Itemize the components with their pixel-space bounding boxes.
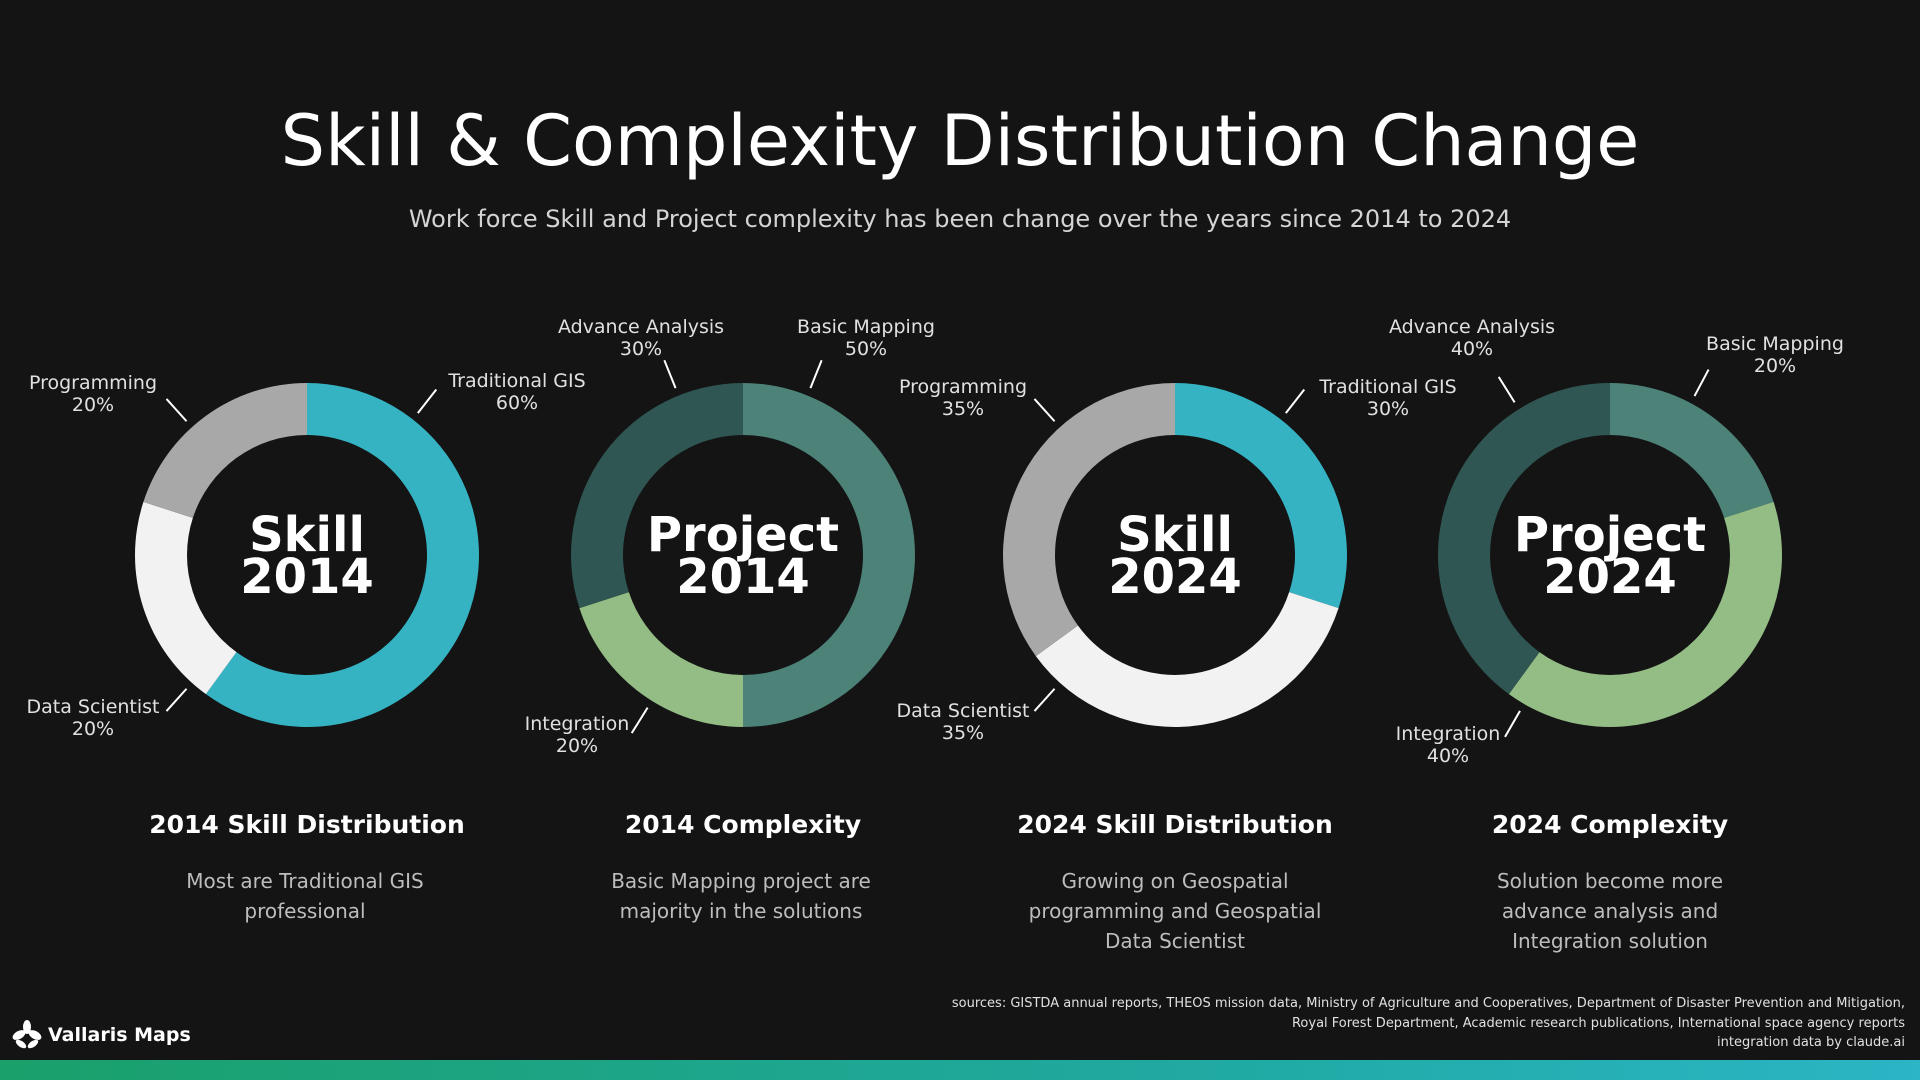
donut-center-label: Skill: [249, 507, 365, 563]
slice-value-label: 35%: [942, 398, 984, 420]
panel-description-skill-2014: Most are Traditional GIS professional: [186, 869, 424, 923]
slice-value-label: 60%: [496, 392, 538, 414]
slice-value-label: 40%: [1427, 745, 1469, 767]
leader-line: [1285, 388, 1306, 414]
slice-value-label: 20%: [1754, 355, 1796, 377]
donut-slice-traditional-gis: [205, 383, 479, 727]
slice-category-label: Basic Mapping: [1706, 333, 1844, 355]
panel-description-skill-2024: Growing on Geospatial programming and Ge…: [1028, 869, 1322, 953]
slice-value-label: 20%: [72, 394, 114, 416]
panel-title-skill-2014: 2014 Skill Distribution: [149, 810, 465, 839]
leader-line: [630, 707, 649, 734]
leader-line: [1504, 710, 1521, 738]
slice-value-label: 20%: [72, 718, 114, 740]
donut-center-year: 2024: [1108, 549, 1242, 605]
donut-slice-data-scientist: [135, 501, 237, 695]
leader-line: [1033, 688, 1056, 712]
donut-center-label: Project: [1514, 507, 1706, 563]
slice-category-label: Integration: [525, 713, 630, 735]
slice-value-label: 20%: [556, 735, 598, 757]
leaf-logo-icon: [12, 1020, 42, 1049]
leader-line: [1693, 369, 1710, 397]
slice-category-label: Advance Analysis: [1389, 316, 1555, 338]
slice-value-label: 35%: [942, 722, 984, 744]
leader-line: [809, 359, 823, 389]
sources-line: Royal Forest Department, Academic resear…: [1291, 1015, 1905, 1031]
slice-category-label: Data Scientist: [27, 696, 160, 718]
donut-center-year: 2014: [240, 549, 374, 605]
panel-description-project-2024: Solution become more advance analysis an…: [1496, 869, 1723, 953]
donut-slice-advance-analysis: [571, 383, 743, 609]
leader-line: [165, 398, 188, 422]
slice-category-label: Programming: [899, 376, 1027, 398]
slice-category-label: Traditional GIS: [1318, 376, 1456, 398]
logo-text: Vallaris Maps: [48, 1024, 191, 1046]
slice-category-label: Integration: [1396, 723, 1501, 745]
donut-slice-data-scientist: [1035, 592, 1339, 727]
panel-title-project-2014: 2014 Complexity: [624, 810, 862, 839]
leader-line: [1033, 398, 1056, 422]
slice-value-label: 40%: [1451, 338, 1493, 360]
donut-slice-integration: [1508, 501, 1782, 727]
bottom-gradient-bar: [0, 1060, 1920, 1080]
vallaris-maps-logo: Vallaris Maps: [12, 1020, 191, 1050]
slice-category-label: Programming: [29, 372, 157, 394]
slice-category-label: Advance Analysis: [558, 316, 724, 338]
slice-value-label: 30%: [620, 338, 662, 360]
leader-line: [1497, 376, 1516, 403]
leader-line: [663, 359, 677, 389]
sources-note: sources: GISTDA annual reports, THEOS mi…: [705, 994, 1905, 1053]
leader-line: [417, 388, 438, 414]
slice-value-label: 50%: [845, 338, 887, 360]
donut-slice-programming: [1003, 383, 1175, 657]
donut-center-year: 2024: [1543, 549, 1677, 605]
slice-category-label: Data Scientist: [897, 700, 1030, 722]
donut-slice-integration: [579, 592, 743, 727]
panel-title-skill-2024: 2024 Skill Distribution: [1017, 810, 1333, 839]
donut-center-year: 2014: [676, 549, 810, 605]
leader-line: [165, 688, 188, 712]
sources-line: sources: GISTDA annual reports, THEOS mi…: [951, 996, 1905, 1011]
donut-slice-programming: [143, 383, 307, 518]
panel-description-project-2014: Basic Mapping project are majority in th…: [611, 869, 871, 923]
donut-center-label: Project: [647, 507, 839, 563]
donut-slice-advance-analysis: [1437, 383, 1610, 695]
sources-line: integration data by claude.ai: [1717, 1035, 1905, 1050]
slice-category-label: Traditional GIS: [447, 370, 585, 392]
page-title: Skill & Complexity Distribution Change: [280, 100, 1640, 182]
panel-title-project-2024: 2024 Complexity: [1491, 810, 1729, 839]
page-subtitle: Work force Skill and Project complexity …: [408, 205, 1512, 233]
donut-center-label: Skill: [1117, 507, 1233, 563]
donut-slice-basic-mapping: [743, 383, 916, 727]
donut-slice-basic-mapping: [1610, 383, 1774, 518]
donut-slice-traditional-gis: [1175, 383, 1347, 609]
slice-value-label: 30%: [1367, 398, 1409, 420]
slice-category-label: Basic Mapping: [797, 316, 935, 338]
